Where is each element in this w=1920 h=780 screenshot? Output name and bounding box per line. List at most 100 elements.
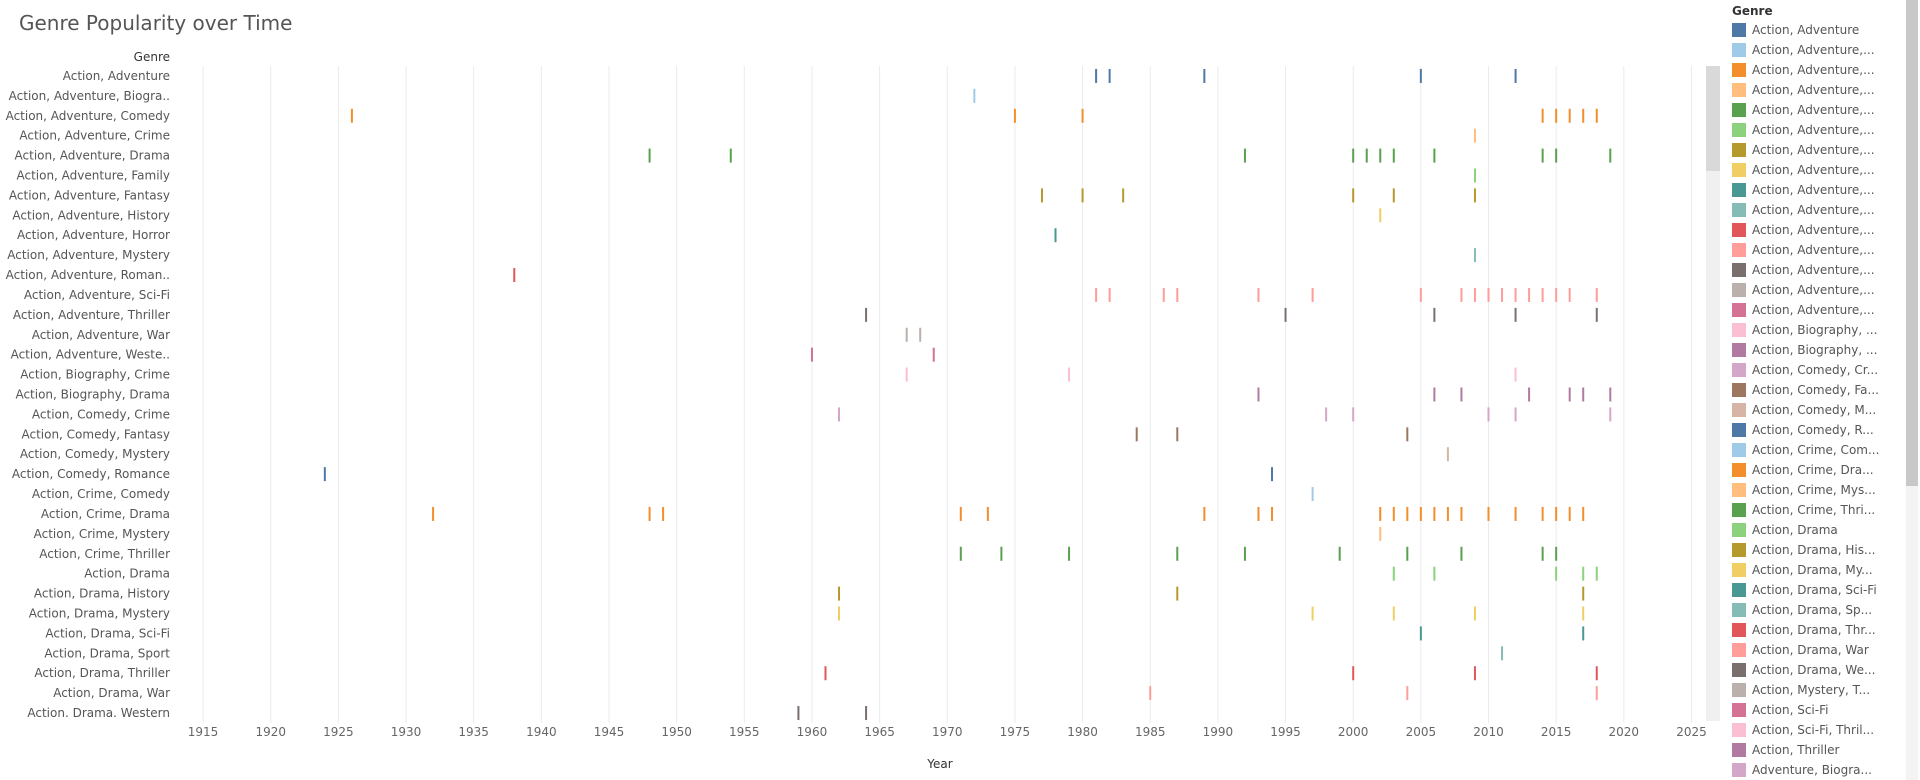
year-mark[interactable] [1582, 506, 1585, 521]
year-mark[interactable] [1162, 287, 1165, 302]
year-mark[interactable] [1595, 108, 1598, 123]
year-mark[interactable] [1352, 407, 1355, 422]
year-mark[interactable] [1541, 506, 1544, 521]
year-mark[interactable] [1568, 287, 1571, 302]
legend-item[interactable]: Action, Adventure [1732, 20, 1912, 40]
year-mark[interactable] [1379, 526, 1382, 541]
year-mark[interactable] [1582, 626, 1585, 641]
legend-item[interactable]: Action, Crime, Mys... [1732, 480, 1912, 500]
year-mark[interactable] [1473, 188, 1476, 203]
year-mark[interactable] [1555, 287, 1558, 302]
year-mark[interactable] [1433, 148, 1436, 163]
year-mark[interactable] [1406, 427, 1409, 442]
year-mark[interactable] [838, 407, 841, 422]
legend-item[interactable]: Action, Drama, War [1732, 640, 1912, 660]
legend-item[interactable]: Action, Adventure,... [1732, 180, 1912, 200]
year-mark[interactable] [905, 367, 908, 382]
legend-item[interactable]: Action, Adventure,... [1732, 260, 1912, 280]
year-mark[interactable] [1243, 546, 1246, 561]
year-mark[interactable] [648, 506, 651, 521]
legend-item[interactable]: Action, Drama, Sci-Fi [1732, 580, 1912, 600]
year-mark[interactable] [1311, 487, 1314, 502]
year-mark[interactable] [1460, 387, 1463, 402]
year-mark[interactable] [1473, 168, 1476, 183]
year-mark[interactable] [1582, 566, 1585, 581]
year-mark[interactable] [1149, 686, 1152, 701]
year-mark[interactable] [1555, 546, 1558, 561]
year-mark[interactable] [1095, 68, 1098, 83]
year-mark[interactable] [1433, 566, 1436, 581]
legend-item[interactable]: Action, Adventure,... [1732, 160, 1912, 180]
legend-item[interactable]: Action, Crime, Thri... [1732, 500, 1912, 520]
legend-item[interactable]: Action, Adventure,... [1732, 100, 1912, 120]
year-mark[interactable] [986, 506, 989, 521]
year-mark[interactable] [1352, 188, 1355, 203]
legend-item[interactable]: Action, Drama, Sp... [1732, 600, 1912, 620]
legend-item[interactable]: Action, Drama, My... [1732, 560, 1912, 580]
year-mark[interactable] [1406, 546, 1409, 561]
year-mark[interactable] [1419, 68, 1422, 83]
legend-item[interactable]: Action, Comedy, M... [1732, 400, 1912, 420]
year-mark[interactable] [1473, 287, 1476, 302]
year-mark[interactable] [1013, 108, 1016, 123]
year-mark[interactable] [1555, 108, 1558, 123]
year-mark[interactable] [1392, 606, 1395, 621]
year-mark[interactable] [1595, 666, 1598, 681]
year-mark[interactable] [1582, 387, 1585, 402]
year-mark[interactable] [1555, 566, 1558, 581]
year-mark[interactable] [1365, 148, 1368, 163]
year-mark[interactable] [1135, 427, 1138, 442]
year-mark[interactable] [1446, 447, 1449, 462]
year-mark[interactable] [1460, 287, 1463, 302]
year-mark[interactable] [1406, 506, 1409, 521]
year-mark[interactable] [1203, 68, 1206, 83]
year-mark[interactable] [1108, 68, 1111, 83]
year-mark[interactable] [1338, 546, 1341, 561]
legend-item[interactable]: Action, Adventure,... [1732, 280, 1912, 300]
year-mark[interactable] [1352, 666, 1355, 681]
year-mark[interactable] [1514, 307, 1517, 322]
legend-item[interactable]: Action, Adventure,... [1732, 40, 1912, 60]
year-mark[interactable] [1609, 148, 1612, 163]
year-mark[interactable] [1514, 68, 1517, 83]
year-mark[interactable] [1514, 367, 1517, 382]
year-mark[interactable] [513, 268, 516, 283]
year-mark[interactable] [838, 586, 841, 601]
legend-item[interactable]: Action, Adventure,... [1732, 240, 1912, 260]
year-mark[interactable] [1108, 287, 1111, 302]
year-mark[interactable] [865, 307, 868, 322]
legend-item[interactable]: Action, Adventure,... [1732, 140, 1912, 160]
year-mark[interactable] [1257, 506, 1260, 521]
legend-item[interactable]: Action, Drama, We... [1732, 660, 1912, 680]
year-mark[interactable] [1568, 387, 1571, 402]
legend-item[interactable]: Action, Adventure,... [1732, 120, 1912, 140]
year-mark[interactable] [1460, 506, 1463, 521]
year-mark[interactable] [1433, 307, 1436, 322]
year-mark[interactable] [1541, 546, 1544, 561]
year-mark[interactable] [1419, 626, 1422, 641]
year-mark[interactable] [1000, 546, 1003, 561]
legend-item[interactable]: Action, Drama, His... [1732, 540, 1912, 560]
year-mark[interactable] [797, 706, 800, 721]
year-mark[interactable] [865, 706, 868, 721]
year-mark[interactable] [919, 327, 922, 342]
year-mark[interactable] [824, 666, 827, 681]
year-mark[interactable] [1473, 128, 1476, 143]
year-mark[interactable] [1257, 287, 1260, 302]
legend-item[interactable]: Action, Biography, ... [1732, 320, 1912, 340]
year-mark[interactable] [1514, 407, 1517, 422]
pane-scrollbar-track[interactable] [1706, 66, 1720, 721]
year-mark[interactable] [1595, 287, 1598, 302]
year-mark[interactable] [1501, 646, 1504, 661]
legend-item[interactable]: Action, Mystery, T... [1732, 680, 1912, 700]
year-mark[interactable] [1392, 566, 1395, 581]
year-mark[interactable] [1582, 606, 1585, 621]
year-mark[interactable] [1379, 148, 1382, 163]
legend-item[interactable]: Action, Crime, Com... [1732, 440, 1912, 460]
legend-item[interactable]: Action, Adventure,... [1732, 60, 1912, 80]
year-mark[interactable] [1419, 506, 1422, 521]
year-mark[interactable] [1514, 287, 1517, 302]
year-mark[interactable] [1311, 606, 1314, 621]
year-mark[interactable] [1473, 666, 1476, 681]
year-mark[interactable] [1501, 287, 1504, 302]
